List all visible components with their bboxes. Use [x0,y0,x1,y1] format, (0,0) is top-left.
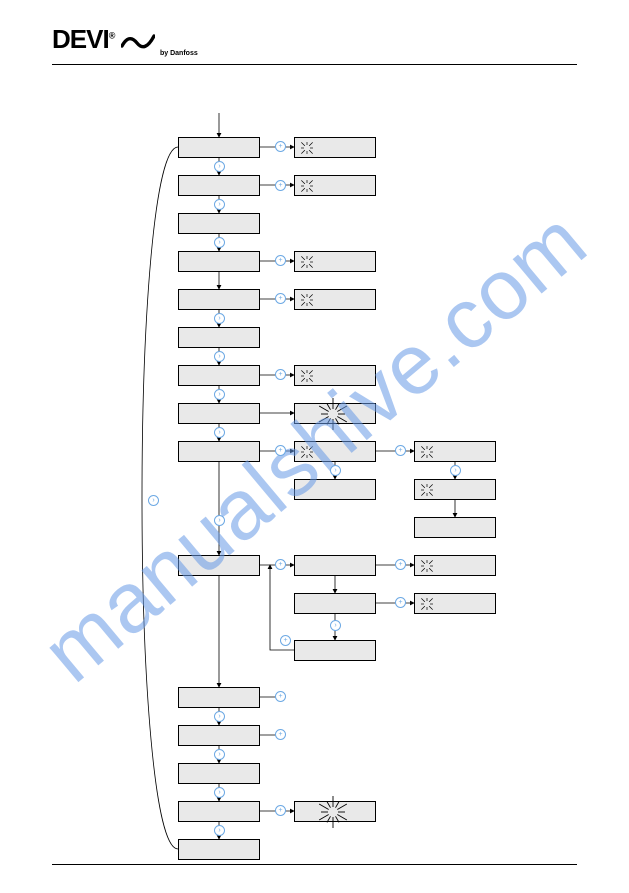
flowchart-box [294,251,376,272]
flowchart-box [178,763,260,784]
plus-icon: + [275,691,286,702]
sparkle-icon [299,254,315,275]
plus-icon: + [275,729,286,740]
flowchart-box [178,839,260,860]
brand-logo: DEVI® [52,24,155,54]
flowchart-box [414,479,496,500]
sparkle-icon [299,292,315,313]
flowchart-box [178,365,260,386]
arrow-icon: › [148,495,159,506]
sparkle-icon [299,444,315,465]
flowchart: + › + › + › + › + › › › + + › › › › + + + › + + › + › › › + [0,95,629,855]
flowchart-box [414,555,496,576]
divider-bottom [52,864,577,865]
flowchart-box [178,251,260,272]
flowchart-box [294,289,376,310]
plus-icon: + [275,805,286,816]
sparkle-icon [419,558,435,579]
arrow-icon: › [214,825,225,836]
page: DEVI® by Danfoss manualshive.com +›+›+›+… [0,0,629,893]
divider-top [52,64,577,65]
plus-icon: + [395,597,406,608]
arrow-icon: › [450,465,461,476]
plus-icon: + [275,255,286,266]
plus-icon: + [395,559,406,570]
arrow-icon: › [330,620,341,631]
flowchart-box [414,517,496,538]
arrow-icon: › [214,199,225,210]
arrow-icon: › [214,351,225,362]
arrow-layer [0,95,629,855]
flowchart-box [414,593,496,614]
sparkle-icon [419,596,435,617]
plus-icon: + [280,635,291,646]
plus-icon: + [275,369,286,380]
flowchart-box [294,441,376,462]
plus-icon: + [395,445,406,456]
flowchart-box [178,687,260,708]
arrow-icon: › [214,711,225,722]
header: DEVI® by Danfoss [52,24,577,55]
arrow-icon: › [214,313,225,324]
plus-icon: + [275,559,286,570]
arrow-icon: › [214,515,225,526]
flowchart-box [178,801,260,822]
flowchart-box [294,403,376,424]
flowchart-box [294,175,376,196]
flowchart-box [178,555,260,576]
flowchart-box [178,327,260,348]
plus-icon: + [275,180,286,191]
arrow-icon: › [214,749,225,760]
starburst-icon [315,802,351,828]
arrow-icon: › [214,389,225,400]
arrow-icon: › [214,427,225,438]
flowchart-box [178,213,260,234]
flowchart-box [294,593,376,614]
flowchart-box [178,403,260,424]
arrow-icon: › [214,161,225,172]
flowchart-box [294,555,376,576]
plus-icon: + [275,293,286,304]
starburst-icon [315,404,351,430]
arrow-icon: › [214,787,225,798]
sparkle-icon [419,482,435,503]
flowchart-box [178,175,260,196]
flowchart-box [294,640,376,661]
flowchart-box [294,365,376,386]
byline: by Danfoss [160,50,198,57]
brand-text: DEVI [52,24,109,54]
flowchart-box [414,441,496,462]
flowchart-box [178,441,260,462]
flowchart-box [178,289,260,310]
sparkle-icon [299,140,315,161]
registered-mark: ® [109,30,115,40]
plus-icon: + [275,141,286,152]
flowchart-box [294,137,376,158]
sparkle-icon [299,368,315,389]
plus-icon: + [275,445,286,456]
arrow-icon: › [330,465,341,476]
flowchart-box [178,725,260,746]
sparkle-icon [299,178,315,199]
flowchart-box [294,479,376,500]
sparkle-icon [419,444,435,465]
swoosh-icon [121,31,155,51]
flowchart-box [294,801,376,822]
flowchart-box [178,137,260,158]
arrow-icon: › [214,237,225,248]
